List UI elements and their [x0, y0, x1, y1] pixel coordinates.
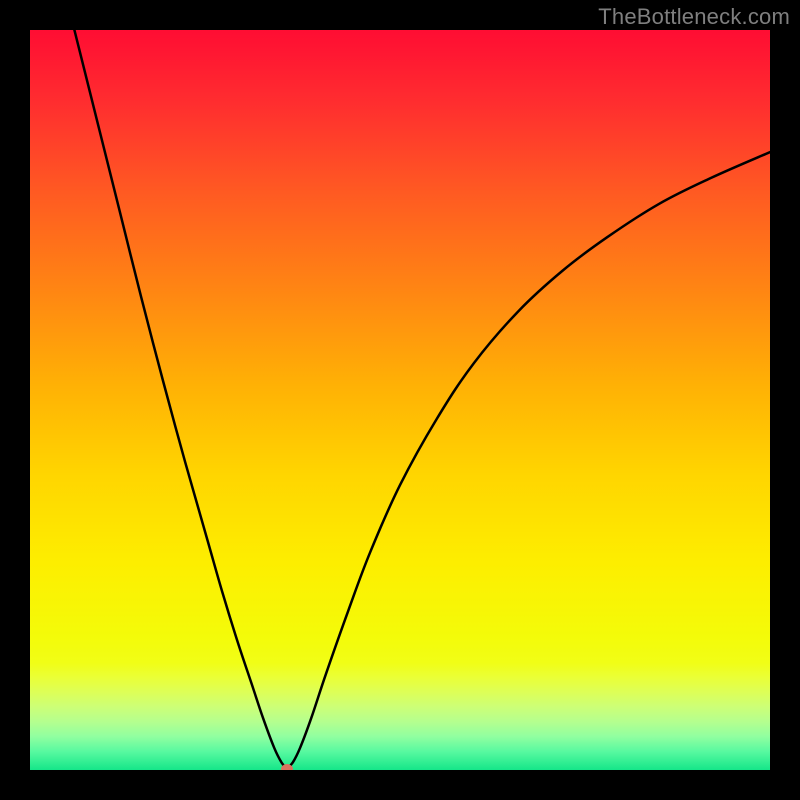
minimum-marker [281, 764, 293, 770]
curve-right-branch [287, 152, 770, 768]
watermark-text: TheBottleneck.com [598, 4, 790, 30]
chart-plot-area [30, 30, 770, 770]
curve-left-branch [74, 30, 286, 769]
bottleneck-curve [30, 30, 770, 770]
